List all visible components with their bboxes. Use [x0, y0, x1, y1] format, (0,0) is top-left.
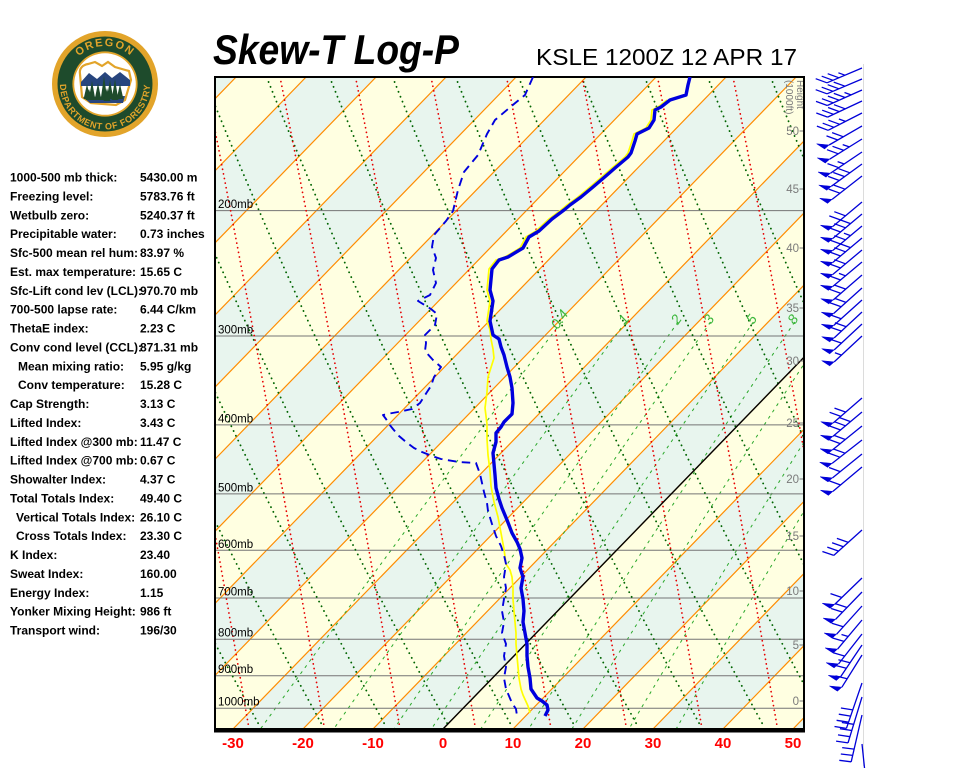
svg-text:Lifted Index:: Lifted Index:	[10, 416, 81, 430]
svg-text:83.97 %: 83.97 %	[140, 246, 184, 260]
svg-text:20: 20	[786, 474, 799, 486]
svg-text:6.44 C/km: 6.44 C/km	[140, 303, 196, 317]
svg-text:Yonker Mixing Height:: Yonker Mixing Height:	[10, 605, 136, 619]
svg-text:23.30 C: 23.30 C	[140, 529, 182, 543]
svg-text:23.40: 23.40	[140, 548, 170, 562]
svg-text:15.65 C: 15.65 C	[140, 265, 182, 279]
svg-text:800mb: 800mb	[218, 628, 253, 640]
svg-text:KSLE 1200Z 12 APR 17: KSLE 1200Z 12 APR 17	[536, 44, 797, 70]
svg-text:-30: -30	[222, 735, 244, 752]
svg-text:25: 25	[786, 418, 799, 430]
svg-text:Lifted Index @300 mb:: Lifted Index @300 mb:	[10, 435, 138, 449]
svg-text:35: 35	[786, 303, 799, 315]
svg-text:10: 10	[786, 586, 799, 598]
svg-text:871.31 mb: 871.31 mb	[140, 340, 198, 354]
svg-text:300mb: 300mb	[218, 325, 253, 337]
svg-text:5: 5	[793, 640, 799, 652]
svg-text:3.43 C: 3.43 C	[140, 416, 176, 430]
svg-text:Skew-T Log-P: Skew-T Log-P	[213, 26, 460, 73]
svg-text:200mb: 200mb	[218, 199, 253, 211]
svg-text:Total Totals Index:: Total Totals Index:	[10, 492, 114, 506]
svg-text:Lifted Index @700 mb:: Lifted Index @700 mb:	[10, 454, 138, 468]
svg-text:0.67 C: 0.67 C	[140, 454, 176, 468]
svg-text:700-500 lapse rate:: 700-500 lapse rate:	[10, 303, 117, 317]
svg-text:1000mb: 1000mb	[218, 697, 260, 709]
svg-text:20: 20	[575, 735, 592, 752]
svg-text:49.40 C: 49.40 C	[140, 492, 182, 506]
svg-text:Vertical Totals Index:: Vertical Totals Index:	[16, 510, 135, 524]
svg-text:-10: -10	[362, 735, 384, 752]
svg-text:50: 50	[786, 126, 799, 138]
svg-text:0: 0	[793, 696, 799, 708]
svg-text:26.10 C: 26.10 C	[140, 510, 182, 524]
svg-text:400mb: 400mb	[218, 413, 253, 425]
svg-text:1000-500 mb thick:: 1000-500 mb thick:	[10, 171, 117, 185]
svg-text:Mean mixing ratio:: Mean mixing ratio:	[18, 359, 124, 373]
svg-text:11.47 C: 11.47 C	[140, 435, 182, 449]
svg-text:Conv cond level (CCL):: Conv cond level (CCL):	[10, 340, 142, 354]
svg-text:700mb: 700mb	[218, 587, 253, 599]
svg-text:5783.76 ft: 5783.76 ft	[140, 189, 195, 203]
svg-text:5.95 g/kg: 5.95 g/kg	[140, 359, 191, 373]
svg-text:Freezing level:: Freezing level:	[10, 189, 93, 203]
svg-text:50: 50	[785, 735, 802, 752]
svg-text:500mb: 500mb	[218, 482, 253, 494]
svg-text:Conv temperature:: Conv temperature:	[18, 378, 125, 392]
svg-text:0.73 inches: 0.73 inches	[140, 227, 205, 241]
svg-text:4.37 C: 4.37 C	[140, 473, 176, 487]
svg-text:30: 30	[786, 356, 799, 368]
svg-text:970.70 mb: 970.70 mb	[140, 284, 198, 298]
svg-text:15: 15	[786, 531, 799, 543]
svg-text:5430.00 m: 5430.00 m	[140, 171, 197, 185]
svg-text:ThetaE index:: ThetaE index:	[10, 322, 89, 336]
svg-text:160.00: 160.00	[140, 567, 177, 581]
svg-text:30: 30	[645, 735, 662, 752]
svg-text:Est. max temperature:: Est. max temperature:	[10, 265, 136, 279]
svg-text:2.23 C: 2.23 C	[140, 322, 176, 336]
svg-text:-20: -20	[292, 735, 314, 752]
svg-text:Sfc-Lift cond lev (LCL):: Sfc-Lift cond lev (LCL):	[10, 284, 142, 298]
svg-text:Height: Height	[794, 80, 805, 109]
svg-text:600mb: 600mb	[218, 539, 253, 551]
svg-text:45: 45	[786, 184, 799, 196]
svg-text:Transport wind:: Transport wind:	[10, 624, 100, 638]
svg-text:Sweat Index:: Sweat Index:	[10, 567, 83, 581]
svg-text:196/30: 196/30	[140, 624, 177, 638]
svg-text:Precipitable water:: Precipitable water:	[10, 227, 117, 241]
svg-text:900mb: 900mb	[218, 664, 253, 676]
svg-text:3.13 C: 3.13 C	[140, 397, 176, 411]
svg-text:10: 10	[505, 735, 522, 752]
svg-text:Sfc-500 mean rel hum:: Sfc-500 mean rel hum:	[10, 246, 138, 260]
svg-text:40: 40	[786, 243, 799, 255]
svg-text:Cap Strength:: Cap Strength:	[10, 397, 89, 411]
svg-text:1.15: 1.15	[140, 586, 164, 600]
svg-text:986 ft: 986 ft	[140, 605, 171, 619]
svg-text:15.28 C: 15.28 C	[140, 378, 182, 392]
svg-text:(1000ft): (1000ft)	[783, 80, 794, 114]
svg-text:Energy Index:: Energy Index:	[10, 586, 89, 600]
svg-text:Showalter Index:: Showalter Index:	[10, 473, 106, 487]
svg-text:Wetbulb zero:: Wetbulb zero:	[10, 208, 89, 222]
svg-text:K Index:: K Index:	[10, 548, 57, 562]
svg-text:Cross Totals Index:: Cross Totals Index:	[16, 529, 126, 543]
svg-text:5240.37 ft: 5240.37 ft	[140, 208, 195, 222]
svg-text:0: 0	[439, 735, 447, 752]
svg-text:40: 40	[715, 735, 732, 752]
